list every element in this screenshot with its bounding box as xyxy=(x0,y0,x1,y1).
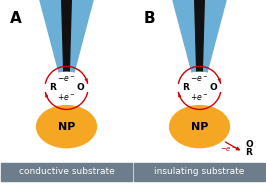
Polygon shape xyxy=(40,0,93,76)
Circle shape xyxy=(44,72,89,104)
Text: NP: NP xyxy=(58,122,75,132)
Text: $-e^-$: $-e^-$ xyxy=(221,145,238,154)
Text: O: O xyxy=(77,83,84,92)
Bar xyxy=(134,163,265,181)
Text: $+e^-$: $+e^-$ xyxy=(190,92,209,102)
Text: $-e^-$: $-e^-$ xyxy=(57,74,76,84)
Text: NP: NP xyxy=(191,122,208,132)
Text: O: O xyxy=(210,83,217,92)
Bar xyxy=(1,163,132,181)
Text: $-e^-$: $-e^-$ xyxy=(190,74,209,84)
Text: R: R xyxy=(49,83,56,92)
Polygon shape xyxy=(195,0,204,76)
Polygon shape xyxy=(62,0,71,76)
Text: conductive substrate: conductive substrate xyxy=(19,167,114,177)
Text: R: R xyxy=(245,148,252,157)
Text: A: A xyxy=(10,11,22,26)
Text: $+e^-$: $+e^-$ xyxy=(57,92,76,102)
Text: R: R xyxy=(182,83,189,92)
Text: O: O xyxy=(245,140,253,149)
Text: B: B xyxy=(143,11,155,26)
Polygon shape xyxy=(173,0,226,76)
Circle shape xyxy=(169,105,230,148)
Text: insulating substrate: insulating substrate xyxy=(154,167,245,177)
Circle shape xyxy=(177,72,222,104)
Circle shape xyxy=(36,105,97,148)
